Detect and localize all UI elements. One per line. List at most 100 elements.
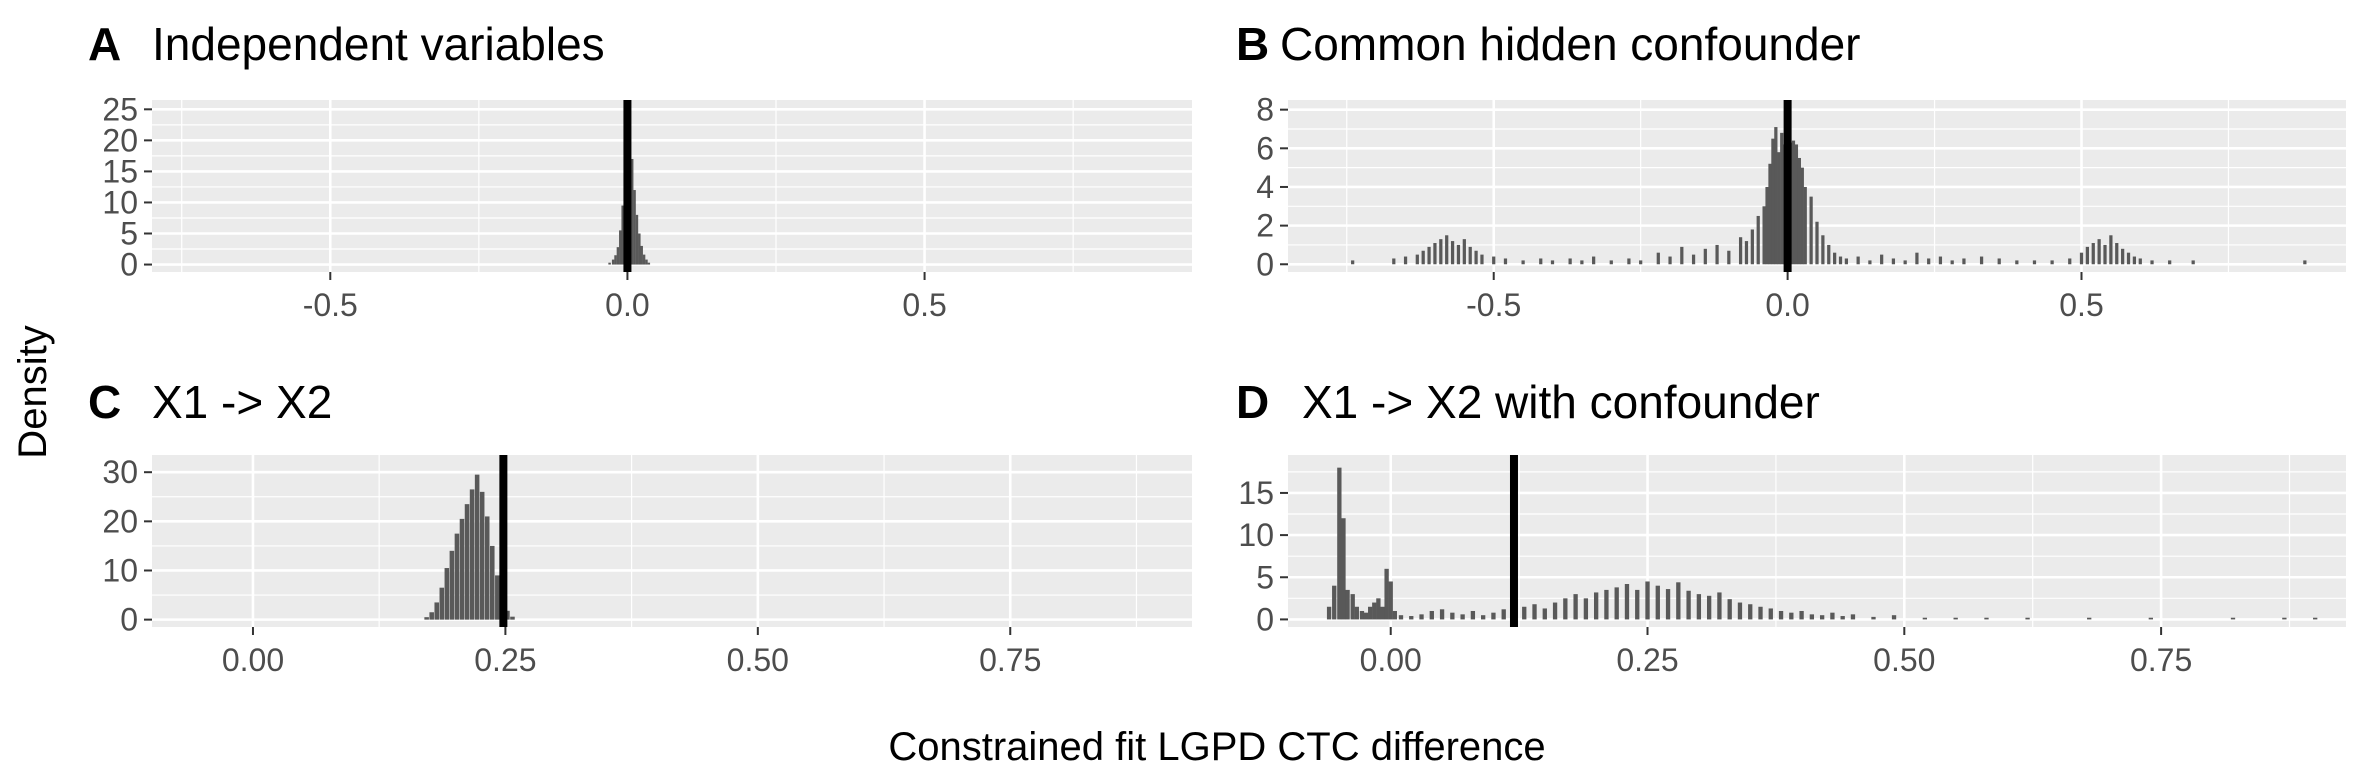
histogram-bar — [1372, 602, 1377, 620]
histogram-bar — [1830, 612, 1835, 620]
panel-tag: C — [88, 376, 121, 428]
histogram-bar — [459, 518, 465, 620]
histogram-bar — [1703, 248, 1707, 265]
histogram-bar — [2091, 243, 2095, 265]
y-tick-label: 10 — [102, 552, 138, 588]
y-tick-label: 10 — [102, 184, 138, 220]
histogram-bar — [1456, 244, 1461, 265]
histogram-bar — [1727, 599, 1732, 620]
histogram-bar — [1737, 602, 1743, 620]
y-tick-label: 20 — [102, 503, 138, 539]
histogram-bar — [1368, 606, 1373, 620]
histogram-bar — [1938, 256, 1943, 265]
histogram-bar — [1696, 594, 1702, 620]
y-tick-label: 2 — [1256, 208, 1274, 244]
histogram-bar — [1450, 241, 1455, 265]
panel-tag: B — [1236, 18, 1269, 70]
x-tick-label: 0.0 — [1765, 287, 1809, 323]
y-tick-label: 15 — [102, 153, 138, 189]
histogram-bar — [2230, 617, 2236, 620]
x-tick-label: 0.75 — [2130, 642, 2192, 678]
histogram-bars — [1326, 467, 2318, 620]
histogram-bar — [1573, 594, 1578, 620]
x-tick-label: 0.5 — [2059, 287, 2103, 323]
histogram-bar — [1403, 256, 1408, 265]
histogram-bar — [1744, 241, 1749, 265]
histogram-bar — [1384, 568, 1389, 620]
histogram-bar — [495, 575, 500, 620]
histogram-bar — [1521, 260, 1525, 265]
histogram-bar — [479, 491, 485, 620]
histogram-bar — [1903, 260, 1907, 265]
histogram-bar — [2103, 244, 2107, 265]
histogram-bar — [1997, 258, 2001, 265]
y-tick-label: 15 — [1238, 475, 1274, 511]
histogram-bar — [1419, 614, 1424, 620]
histogram-bar — [640, 245, 643, 265]
histogram-bar — [1778, 610, 1784, 620]
gridlines — [152, 455, 1192, 627]
histogram-bar — [1799, 610, 1804, 620]
histogram-bar — [1984, 617, 1989, 620]
x-tick-label: 0.25 — [1616, 642, 1678, 678]
histogram-bar — [2168, 260, 2172, 265]
y-tick-label: 5 — [120, 216, 138, 252]
histogram-bar — [1429, 610, 1434, 620]
histogram-bar — [2121, 248, 2125, 265]
panel-background — [152, 455, 1192, 627]
panel-title: X1 -> X2 with confounder — [1302, 376, 1820, 428]
histogram-bar — [2050, 260, 2054, 265]
histogram-bar — [1522, 606, 1527, 620]
histogram-bar — [1492, 256, 1496, 265]
histogram-bar — [1891, 615, 1897, 620]
histogram-bar — [2191, 260, 2195, 265]
histogram-bar — [1791, 140, 1796, 265]
panel-d: D X1 -> X2 with confounder 0 5 10 15 0.00 0.25 0… — [1236, 376, 2346, 678]
histogram-bar — [619, 230, 622, 265]
x-tick-label: 0.0 — [605, 287, 649, 323]
histogram-bar — [1748, 604, 1753, 620]
histogram-bar — [1583, 598, 1589, 620]
histogram-bar — [633, 190, 636, 265]
histogram-bar — [2025, 617, 2030, 620]
histogram-bar — [484, 516, 490, 620]
gridlines — [152, 100, 1192, 272]
histogram-bar — [1409, 616, 1414, 620]
x-tick-label: 0.25 — [474, 642, 536, 678]
histogram-bar — [1627, 258, 1631, 265]
histogram-bar — [1392, 610, 1397, 620]
histogram-bar — [1840, 616, 1845, 620]
histogram-bar — [1568, 258, 1572, 265]
histogram-bar — [1380, 606, 1385, 620]
histogram-bar — [464, 504, 470, 620]
histogram-bar — [1445, 235, 1449, 265]
histogram-bar — [434, 602, 440, 620]
histogram-bar — [1552, 602, 1558, 620]
histogram-bar — [1821, 235, 1825, 265]
histogram-bar — [1844, 258, 1849, 265]
histogram-bar — [1481, 615, 1486, 620]
histogram-bar — [1326, 606, 1332, 620]
histogram-bar — [1680, 246, 1684, 265]
histogram-bar — [1604, 589, 1609, 620]
histogram-bar — [469, 489, 475, 620]
y-tick-label: 0 — [1256, 246, 1274, 282]
y-tick-label: 25 — [102, 91, 138, 127]
histogram-bar — [1624, 584, 1630, 620]
histogram-bar — [1421, 250, 1425, 265]
histogram-bar — [611, 259, 615, 265]
histogram-bar — [1706, 595, 1712, 620]
histogram-bar — [1809, 196, 1813, 265]
histogram-bar — [608, 262, 611, 265]
histogram-bar — [454, 533, 460, 620]
histogram-bar — [621, 205, 624, 265]
histogram-bar — [1398, 615, 1404, 620]
histogram-bar — [1462, 239, 1466, 265]
panel-title: X1 -> X2 — [152, 376, 332, 428]
y-tick-label: 10 — [1238, 517, 1274, 553]
histogram-bar — [2282, 617, 2287, 620]
panel-title: Independent variables — [152, 18, 605, 70]
